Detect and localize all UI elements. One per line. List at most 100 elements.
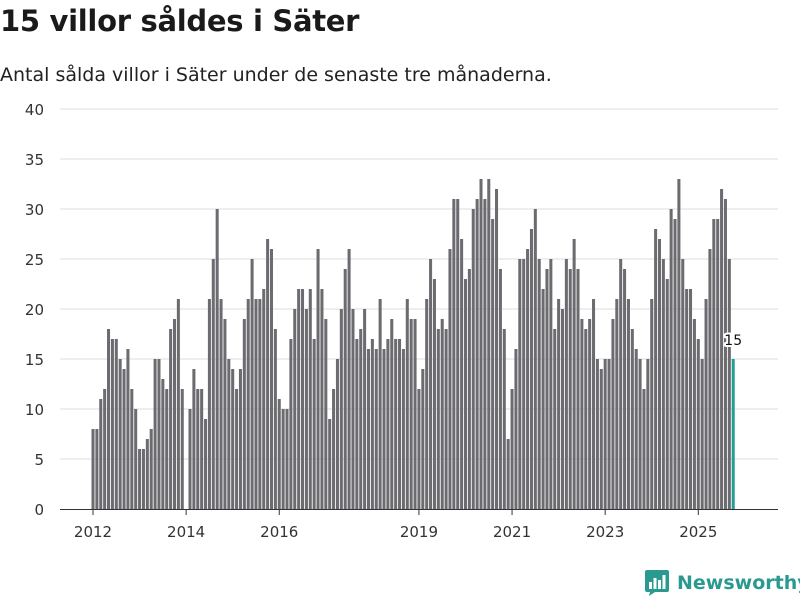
bar <box>405 299 409 509</box>
bar <box>366 349 371 509</box>
bar <box>483 199 487 509</box>
bar <box>657 239 662 509</box>
bar <box>169 329 173 509</box>
bar <box>491 219 495 509</box>
bar <box>188 409 192 509</box>
bar <box>413 319 417 509</box>
bar <box>467 269 471 509</box>
bar <box>723 199 727 509</box>
bar <box>549 259 553 509</box>
bar <box>130 389 134 509</box>
bar <box>141 449 145 509</box>
y-tick-label: 5 <box>34 451 44 469</box>
bar <box>246 299 250 509</box>
bar <box>650 299 654 509</box>
x-tick-label: 2016 <box>260 523 298 541</box>
bar <box>471 209 475 509</box>
bar <box>409 319 413 509</box>
bar <box>114 339 118 509</box>
bar <box>537 259 541 509</box>
bar <box>281 409 285 509</box>
bar <box>533 209 537 509</box>
bar <box>145 439 149 509</box>
bar <box>235 389 239 509</box>
bar <box>510 389 514 509</box>
bar <box>580 319 584 509</box>
bar <box>611 319 615 509</box>
bar <box>529 229 533 509</box>
bar <box>266 239 270 509</box>
bar <box>634 349 638 509</box>
y-tick-label: 0 <box>34 501 44 519</box>
bar <box>343 269 347 509</box>
bar <box>479 179 483 509</box>
bar <box>254 299 258 509</box>
bar <box>219 299 223 509</box>
bar <box>328 419 332 509</box>
bar <box>630 329 634 509</box>
bar <box>576 269 580 509</box>
bar <box>506 439 510 509</box>
bar <box>223 319 227 509</box>
bar <box>572 239 576 509</box>
bar <box>564 259 568 509</box>
bar <box>452 199 456 509</box>
bar <box>526 249 530 509</box>
bar <box>592 299 596 509</box>
bar <box>595 359 599 509</box>
bar <box>545 269 549 509</box>
bar <box>495 189 499 509</box>
bar <box>429 259 433 509</box>
bar <box>374 349 378 509</box>
bar <box>615 299 619 509</box>
bar <box>211 259 215 509</box>
bar <box>157 359 161 509</box>
bar <box>518 259 522 509</box>
y-tick-label: 40 <box>25 101 44 119</box>
bar <box>332 389 336 509</box>
bar <box>262 289 266 509</box>
bar <box>126 349 130 509</box>
y-tick-label: 15 <box>25 351 44 369</box>
bar <box>134 409 138 509</box>
y-tick-label: 10 <box>25 401 44 419</box>
bar <box>289 339 293 509</box>
bar <box>720 189 724 509</box>
bar <box>285 409 289 509</box>
y-tick-label: 30 <box>25 201 44 219</box>
bar <box>522 259 526 509</box>
bar <box>642 389 646 509</box>
newsworthy-bar-chart-logo-icon <box>645 570 669 596</box>
bar <box>153 359 157 509</box>
bar <box>487 179 491 509</box>
bar <box>351 309 355 509</box>
bar <box>460 239 464 509</box>
data-labels: 15 <box>722 331 744 351</box>
bar <box>227 359 231 509</box>
bar <box>316 249 320 509</box>
bar <box>99 399 103 509</box>
bar <box>514 349 518 509</box>
bar <box>110 339 114 509</box>
bar <box>475 199 479 509</box>
y-axis-tick-labels: 0 5 10 15 20 25 30 35 40 <box>25 101 44 519</box>
bar <box>638 359 642 509</box>
bar <box>172 319 177 509</box>
bar <box>390 319 394 509</box>
x-tick-label: 2023 <box>586 523 624 541</box>
bar <box>696 339 700 509</box>
bar <box>421 369 425 509</box>
bar <box>200 389 204 509</box>
bar <box>378 299 382 509</box>
bar <box>359 329 363 509</box>
bar <box>386 339 390 509</box>
bar <box>681 259 685 509</box>
bar <box>363 309 367 509</box>
y-tick-label: 20 <box>25 301 44 319</box>
bar <box>677 179 681 509</box>
bar <box>425 299 429 509</box>
bar <box>661 259 665 509</box>
bar <box>502 329 506 509</box>
x-axis <box>60 509 778 515</box>
